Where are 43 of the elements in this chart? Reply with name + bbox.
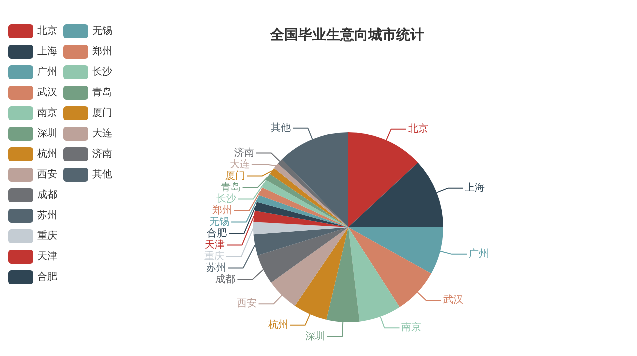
slice-label: 郑州: [212, 204, 233, 216]
legend-label: 南京: [38, 107, 58, 119]
slice-label: 北京: [408, 122, 428, 135]
legend-label: 广州: [38, 66, 58, 78]
legend-label: 武汉: [38, 86, 58, 98]
legend-label: 天津: [38, 250, 58, 262]
legend-label: 成都: [38, 189, 58, 201]
legend-label: 苏州: [38, 210, 58, 222]
slice-label: 苏州: [206, 262, 226, 274]
slice-label: 无锡: [210, 216, 230, 228]
slice-label: 武汉: [444, 294, 464, 306]
legend-label: 西安: [38, 168, 58, 180]
slice-label: 上海: [465, 182, 486, 194]
legend-label: 长沙: [92, 66, 112, 78]
legend-label: 青岛: [92, 86, 112, 98]
slice-label: 深圳: [305, 330, 326, 342]
chart-title: 全国毕业生意向城市统计: [270, 26, 424, 44]
legend-label: 北京: [38, 25, 58, 37]
legend-label: 杭州: [36, 148, 58, 160]
slice-label: 济南: [234, 146, 254, 159]
slice-label: 长沙: [216, 192, 236, 205]
slice-label: 大连: [230, 158, 250, 170]
slice-label: 合肥: [207, 227, 228, 240]
slice-label: 重庆: [204, 250, 225, 262]
slice-label: 天津: [205, 238, 226, 251]
legend-label: 郑州: [92, 46, 112, 58]
slice-label: 南京: [402, 322, 422, 334]
legend-label: 其他: [92, 168, 112, 180]
slice-label: 西安: [236, 298, 257, 310]
slice-label: 其他: [271, 122, 292, 134]
legend-label: 大连: [92, 128, 112, 140]
slice-label: 厦门: [225, 170, 246, 182]
legend-label: 厦门: [92, 107, 112, 119]
legend-label: 济南: [92, 148, 112, 160]
legend-label: 上海: [38, 46, 58, 58]
slice-label: 广州: [469, 248, 490, 260]
legend-label: 合肥: [38, 271, 58, 283]
legend-label: 深圳: [38, 128, 58, 140]
slice-label: 杭州: [267, 318, 288, 331]
slice-label: 成都: [216, 273, 236, 286]
slice-label: 青岛: [220, 181, 241, 194]
legend-label: 重庆: [38, 230, 58, 242]
legend-label: 无锡: [92, 26, 112, 37]
